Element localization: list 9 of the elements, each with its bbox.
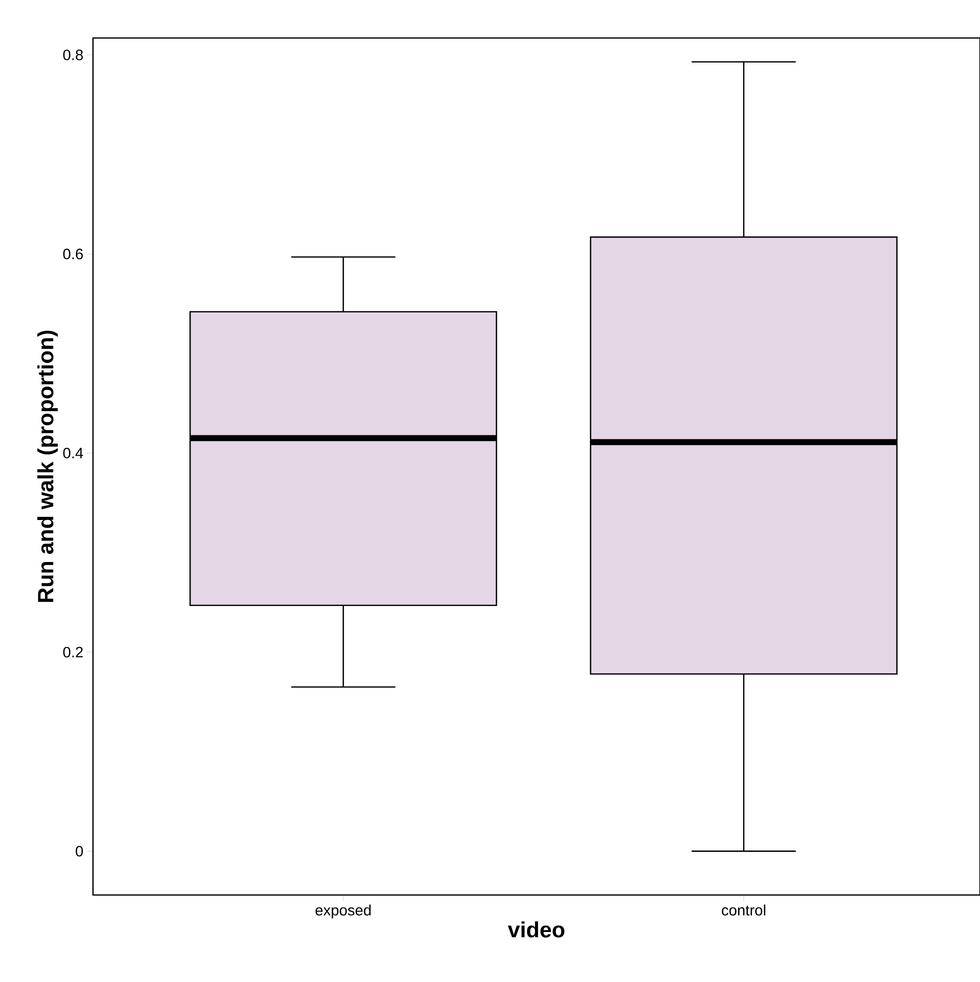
x-axis-title: video [508, 921, 564, 938]
x-tick-label: exposed [316, 904, 371, 918]
y-axis-title: Run and walk (proportion) [37, 330, 58, 602]
x-tick-label: control [722, 904, 766, 916]
y-tick-label: 0.4 [63, 448, 84, 458]
y-tick-label: 0.8 [63, 50, 83, 60]
y-tick-label: 0.2 [63, 646, 83, 658]
y-tick-label: 0.6 [63, 248, 83, 260]
y-tick-label: 0 [76, 846, 83, 857]
